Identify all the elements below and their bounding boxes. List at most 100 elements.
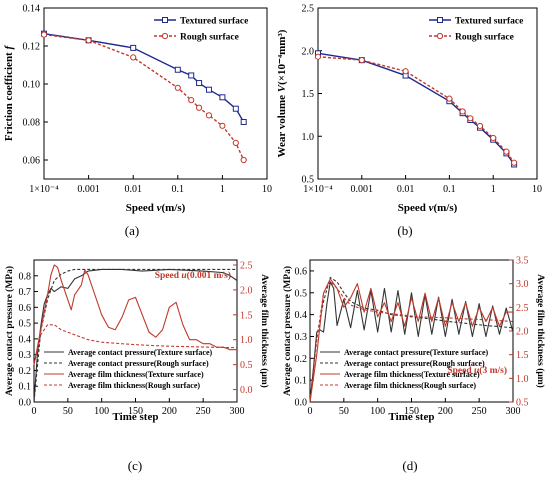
y-tick-label: 0.2 xyxy=(295,354,308,365)
y2-tick-label: 2.5 xyxy=(516,303,529,314)
data-point xyxy=(503,148,510,155)
legend-label: Average contact pressure(Rough surface) xyxy=(68,359,209,368)
y-tick-label: 1.5 xyxy=(302,89,315,100)
legend-label: Average film thickness(Texture surface) xyxy=(344,370,480,379)
x-tick-label: 0.01 xyxy=(124,184,142,195)
x-tick-label: 150 xyxy=(128,406,143,417)
data-point xyxy=(402,68,409,75)
y-tick-label: 0.0 xyxy=(19,398,32,409)
y-axis-label: Friction coefficient f xyxy=(3,45,15,142)
series-line-1 xyxy=(43,32,245,123)
x-tick-label: 200 xyxy=(162,406,177,417)
plot-frame xyxy=(43,7,268,180)
y-tick-label: 0.3 xyxy=(295,332,308,343)
speed-annotation: Speed u(3 m/s) xyxy=(447,365,507,376)
x-tick-label: 300 xyxy=(230,406,245,417)
chart-panel-d: 0 50 100 150 200 250 300 0.0 0.1 0.2 0.3 0.4 0.5 0.6 0… xyxy=(282,256,546,474)
data-point xyxy=(130,54,137,61)
y-tick-label: 0.4 xyxy=(19,334,32,345)
x-tick-label: 300 xyxy=(506,406,521,417)
y-axis-label-part-0: Friction coefficient xyxy=(3,50,15,142)
legend-label: Average film thickness(Texture surface) xyxy=(68,370,204,379)
x-tick-label: 0 xyxy=(32,406,37,417)
y-axis-label-part-0: Wear volume xyxy=(276,92,288,157)
legend-label: Average film thickness(Rough surface) xyxy=(344,381,476,390)
speed-annotation: Speed u(0.001 m/s) xyxy=(155,270,231,281)
chart-panel-c: 0 50 100 150 200 250 300 0.0 0.1 0.2 0.3 0.4 0.5 0.6 0… xyxy=(4,259,270,473)
data-point xyxy=(40,31,48,38)
series-line-1 xyxy=(317,52,515,165)
x-tick-label: 1 xyxy=(491,184,496,195)
data-point xyxy=(85,37,92,44)
y2-axis-label: Average film thickness (μm) xyxy=(535,274,546,388)
x-tick-label: 0 xyxy=(308,406,313,417)
series-line-2 xyxy=(43,33,245,161)
x-tick-label: 0.001 xyxy=(351,184,374,195)
y-axis-label: Average contact pressure (MPa) xyxy=(282,266,293,396)
x-tick-label: 1×10⁻⁴ xyxy=(303,184,333,195)
x-axis-label-part-1: v xyxy=(429,202,434,214)
x-tick-label: 10 xyxy=(532,184,542,195)
data-point xyxy=(459,108,466,115)
data-point xyxy=(188,97,195,104)
data-point xyxy=(314,53,322,60)
y2-tick-label: 1.0 xyxy=(240,335,253,346)
y2-tick-label: 0.0 xyxy=(240,385,253,396)
x-tick-label: 10 xyxy=(262,184,272,195)
data-point xyxy=(188,72,195,79)
legend-label: Textured surface xyxy=(455,17,523,27)
y-tick-label: 0.6 xyxy=(295,266,308,277)
data-point xyxy=(195,104,203,111)
x-tick-label: 100 xyxy=(370,406,385,417)
series-line-2 xyxy=(317,56,515,164)
y-axis-label-part-1: V xyxy=(276,83,288,92)
y2-tick-label: 0.5 xyxy=(240,360,253,371)
x-tick-label: 50 xyxy=(339,406,349,417)
x-axis-label-part-1: v xyxy=(157,202,162,214)
x-tick-label: 0.1 xyxy=(172,184,185,195)
y2-tick-label: 1.0 xyxy=(516,374,529,385)
y-tick-label: 0.1 xyxy=(19,382,32,393)
series-line-1 xyxy=(33,268,238,403)
panel-label: (b) xyxy=(397,223,412,238)
y-tick-label: 0.7 xyxy=(19,287,32,298)
data-point xyxy=(240,156,247,164)
speed-annotation-part-2: (3 m/s) xyxy=(479,365,507,376)
x-axis-label: Speed v(m/s) xyxy=(126,202,186,214)
data-point xyxy=(240,119,247,125)
legend-label: Average contact pressure(Texture surface… xyxy=(68,348,213,357)
x-axis-label-part-0: Speed xyxy=(398,202,429,214)
x-axis-label: Time step xyxy=(389,411,435,423)
y2-tick-label: 1.5 xyxy=(240,310,253,321)
x-tick-label: 250 xyxy=(472,406,487,417)
y2-tick-label: 2.0 xyxy=(516,327,529,338)
speed-annotation-part-1: u xyxy=(181,271,186,281)
x-tick-label: 1 xyxy=(220,184,225,195)
legend-label: Rough surface xyxy=(455,33,514,43)
y2-tick-label: 1.5 xyxy=(516,350,529,361)
series-line-3 xyxy=(309,278,513,403)
x-tick-label: 0.1 xyxy=(443,184,456,195)
legend-label: Textured surface xyxy=(180,17,248,27)
panel-label: (a) xyxy=(125,223,139,238)
speed-annotation-part-2: (0.001 m/s) xyxy=(187,270,231,281)
x-axis-label-part-0: Speed xyxy=(126,202,157,214)
x-tick-label: 0.01 xyxy=(397,184,415,195)
series-line-1 xyxy=(309,281,514,403)
y-tick-label: 0.10 xyxy=(23,80,41,91)
legend-marker xyxy=(162,17,168,23)
x-tick-label: 50 xyxy=(63,406,73,417)
x-tick-label: 1×10⁻⁴ xyxy=(29,184,59,195)
y-tick-label: 0.12 xyxy=(23,42,41,53)
data-point xyxy=(358,57,365,64)
y-tick-label: 0.14 xyxy=(23,4,41,15)
y-tick-label: 2.5 xyxy=(302,4,315,15)
data-point xyxy=(130,44,137,51)
x-axis-label-part-2: (m/s) xyxy=(433,202,457,214)
speed-annotation-part-1: u xyxy=(474,366,479,376)
data-point xyxy=(446,95,453,102)
data-point xyxy=(510,159,518,166)
y-tick-label: 0.08 xyxy=(23,118,41,129)
y-tick-label: 0.6 xyxy=(19,303,32,314)
data-point xyxy=(219,122,226,129)
